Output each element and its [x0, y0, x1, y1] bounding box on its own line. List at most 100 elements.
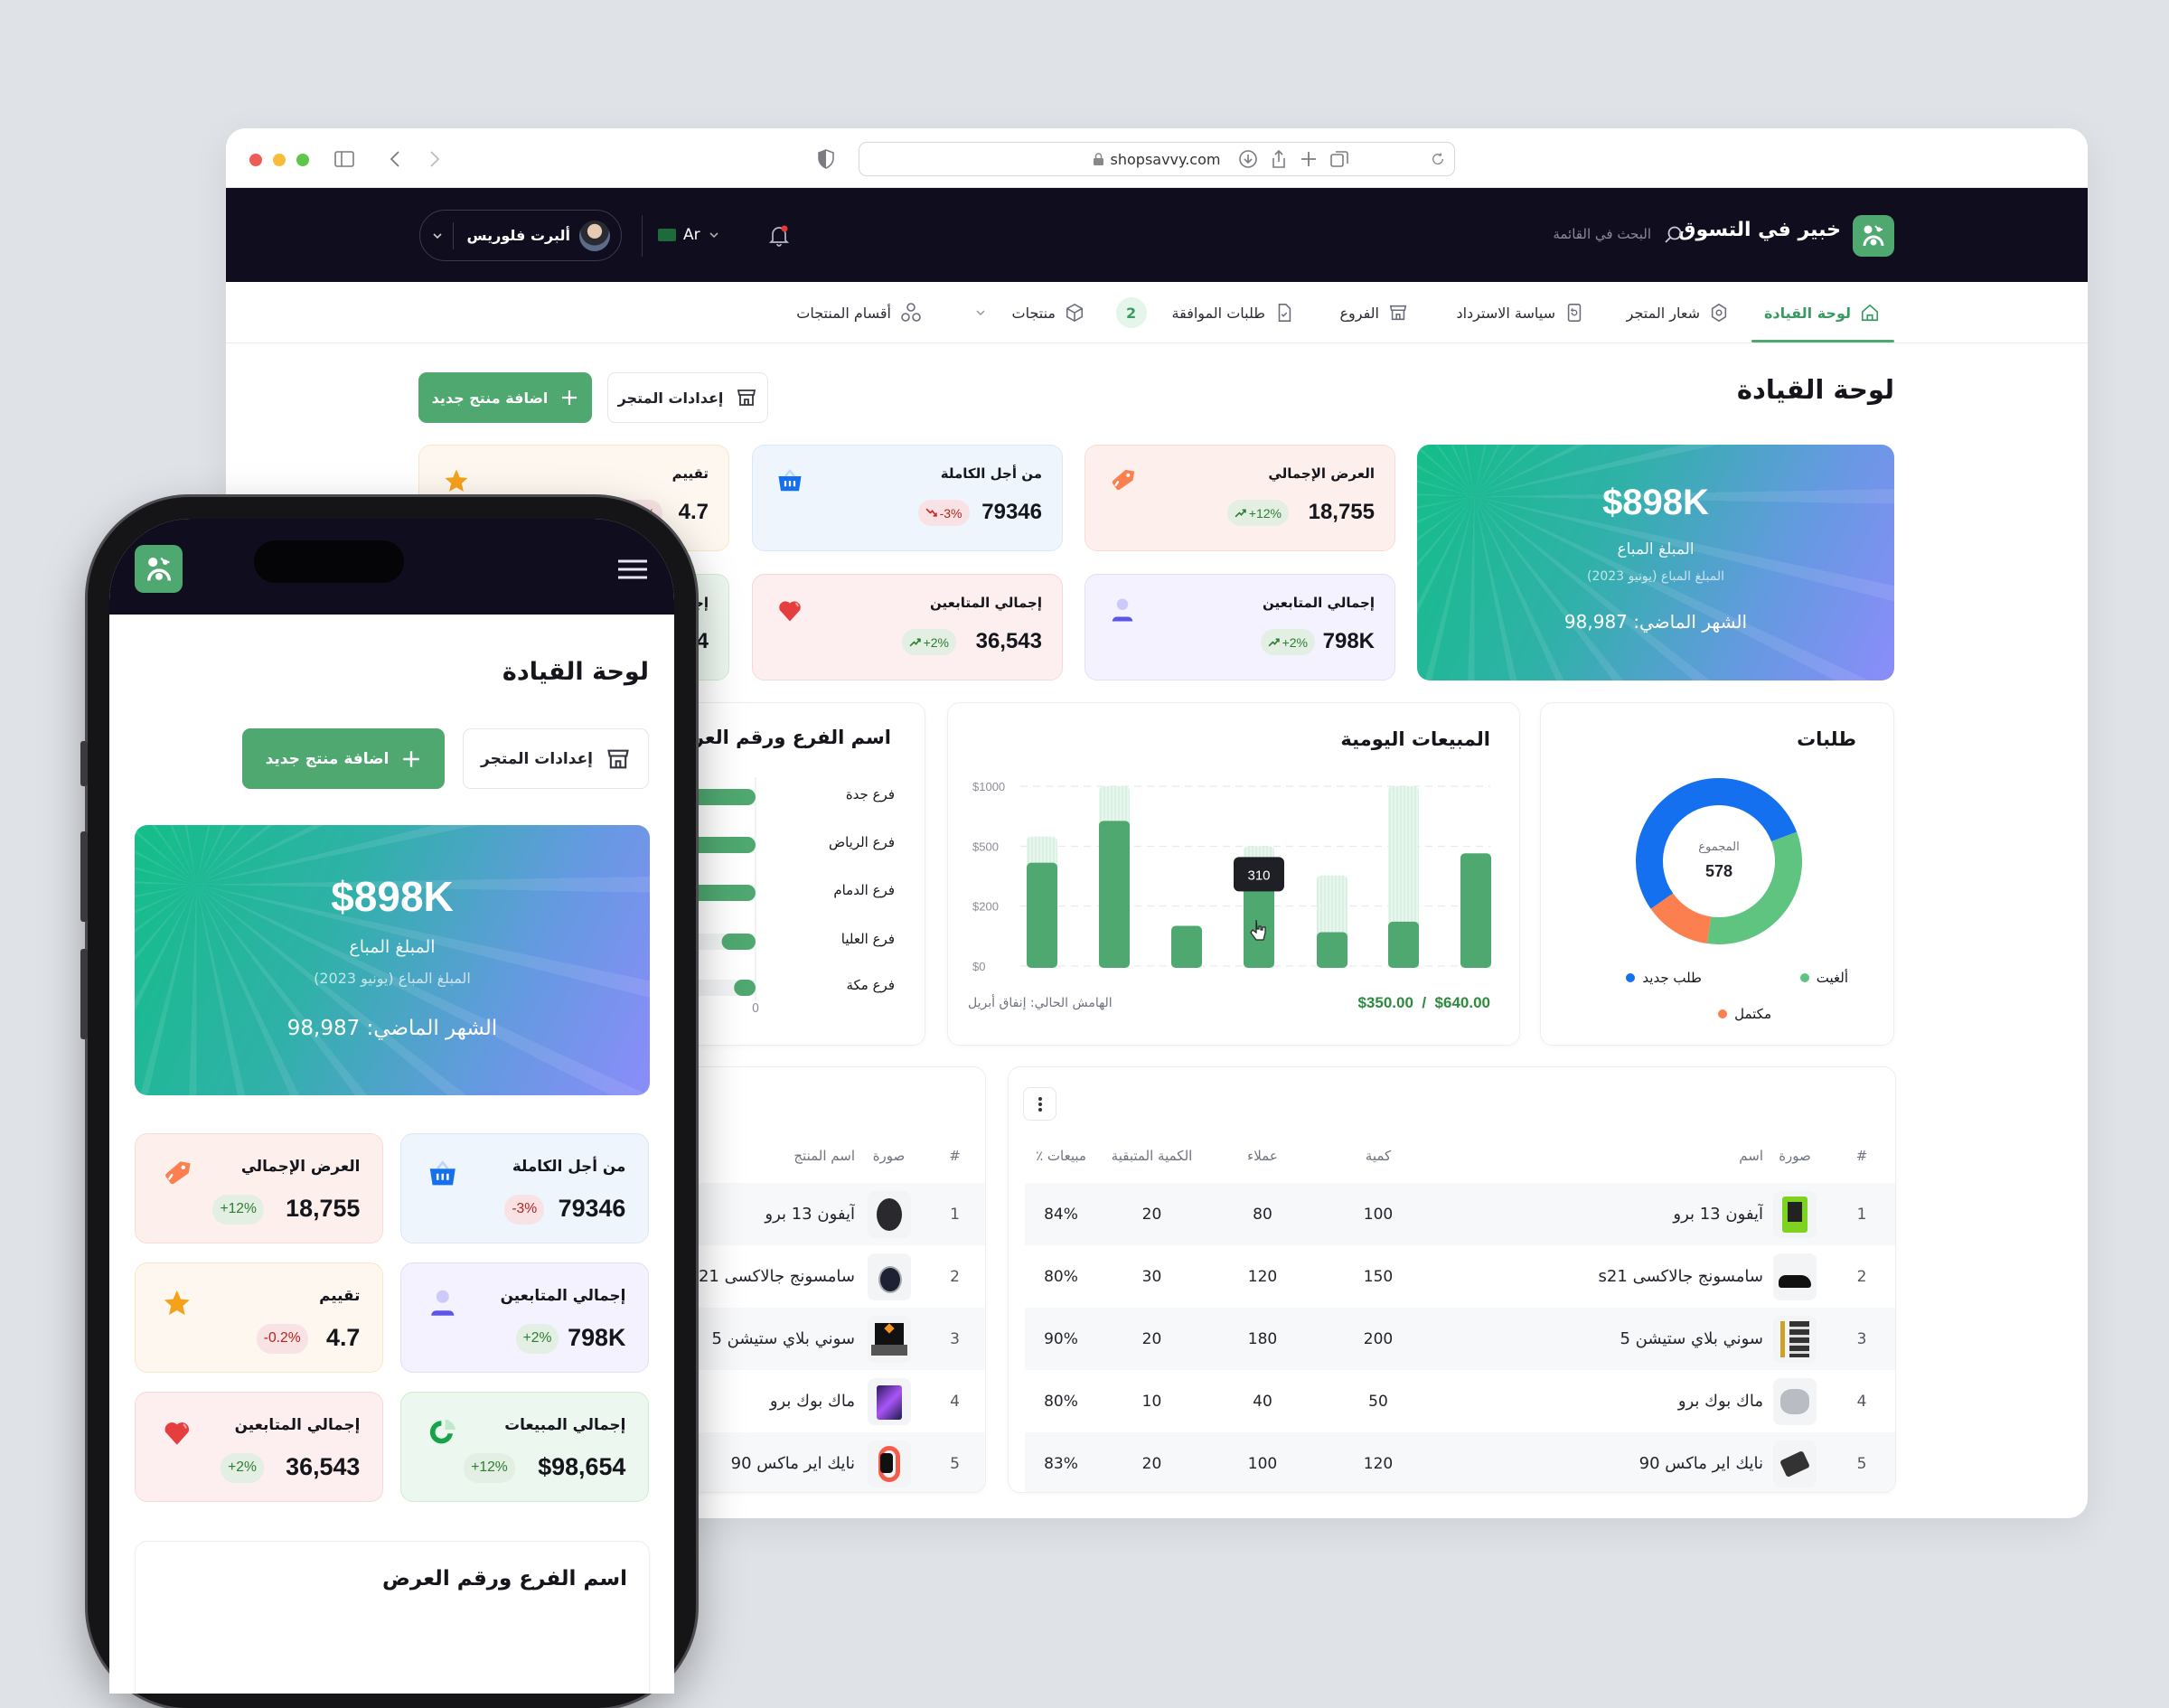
stat-card[interactable]: العرض الإجمالي 18,755 +12% — [135, 1133, 383, 1243]
stat-value: $98,654 — [538, 1453, 626, 1481]
tag-icon — [162, 1159, 192, 1189]
cell-thumb — [1763, 1183, 1826, 1245]
close-window-button[interactable] — [249, 154, 262, 166]
stat-label: العرض الإجمالي — [240, 1156, 361, 1175]
cell-n: 3 — [1826, 1308, 1895, 1370]
nav-tab-5[interactable]: طلبات الموافقة 2 — [1115, 282, 1294, 343]
table-row[interactable]: 2 سامسونج جالاكسى 21 — [419, 1245, 985, 1308]
search-input[interactable]: البحث في القائمة — [1553, 226, 1651, 242]
stat-card[interactable]: إجمالي المتابعين 798K +2% — [1084, 574, 1395, 680]
mobile-add-product-button[interactable]: اضافة منتج جديد — [242, 728, 445, 789]
cell-remaining: 20 — [1097, 1308, 1207, 1370]
orders-donut: المجموع 578 — [1636, 778, 1802, 944]
products-table-card: # صورة اسم كمية عملاء الكمية المتبقية مبيعات ٪… — [1008, 1066, 1896, 1493]
stat-value: 36,543 — [975, 629, 1042, 653]
table-row[interactable]: 3 سوني بلاي ستيشن 5 200 180 20 90% — [1025, 1308, 1895, 1370]
new-tab-icon[interactable] — [1298, 148, 1319, 170]
stat-card[interactable]: إجمالي المتابعين 798K +2% — [400, 1262, 649, 1373]
address-bar[interactable]: shopsavvy.com — [859, 142, 1455, 176]
table-row[interactable]: 4 ماك بوك برو 50 40 10 80% — [1025, 1370, 1895, 1432]
nav-tab-4[interactable]: الفروع — [1339, 282, 1408, 343]
product-image — [1773, 1440, 1817, 1487]
column-header: # — [1855, 1148, 1868, 1164]
sales-period: المبلغ المباع (يونيو 2023) — [314, 970, 471, 987]
product-image — [1773, 1190, 1817, 1238]
stat-label: إجمالي المتابعين — [930, 595, 1042, 611]
search-icon[interactable] — [1663, 224, 1685, 246]
bar-2 — [1099, 821, 1130, 968]
stat-card[interactable]: تقييم 4.7 -0.2% — [135, 1262, 383, 1373]
x-tick-label: 0 — [752, 1002, 759, 1016]
cell-name: سامسونج جالاكسى s21 — [1598, 1267, 1763, 1286]
store-settings-button[interactable]: إعدادات المتجر — [607, 372, 768, 423]
y-tick-label: $200 — [972, 900, 999, 914]
nav-tab-2[interactable]: شعار المتجر — [1627, 282, 1729, 343]
stat-card[interactable]: من أجل الكاملة 79346 -3% — [400, 1133, 649, 1243]
nav-tab-7[interactable]: أقسام المنتجات — [796, 282, 922, 343]
tooltip-box — [1234, 857, 1284, 892]
stat-card[interactable]: إجمالي المتابعين 36,543 +2% — [752, 574, 1063, 680]
cell-sales: 80% — [1044, 1267, 1078, 1286]
legend-label: مكتمل — [1734, 1006, 1771, 1022]
heart-icon — [776, 596, 803, 624]
more-options-button[interactable] — [1023, 1087, 1056, 1121]
heart-icon — [162, 1417, 192, 1448]
add-product-button[interactable]: اضافة منتج جديد — [418, 372, 592, 423]
trend-up-icon — [909, 636, 921, 648]
language-selector[interactable]: Ar — [658, 226, 720, 244]
table-row[interactable]: 5 نايك اير ماكس 90 120 100 20 83% — [1025, 1432, 1895, 1492]
user-menu[interactable]: ألبرت فلوريس — [419, 210, 622, 261]
table-row[interactable]: 2 سامسونج جالاكسى s21 150 120 30 80% — [1025, 1245, 1895, 1308]
share-icon[interactable] — [1268, 148, 1290, 170]
stat-change-badge: +2% — [515, 1324, 559, 1354]
stat-change-value: +12% — [471, 1459, 508, 1476]
stat-card[interactable]: من أجل الكاملة 79346 -3% — [752, 445, 1063, 551]
nav-tab-1[interactable]: لوحة القيادة — [1764, 282, 1880, 343]
store-settings-label: إعدادات المتجر — [617, 389, 724, 407]
table-row[interactable]: 1 آيفون 13 برو 100 80 20 84% — [1025, 1183, 1895, 1245]
minimize-window-button[interactable] — [273, 154, 286, 166]
table-row[interactable]: 4 ماك بوك برو — [419, 1370, 985, 1432]
nav-tab-3[interactable]: سياسة الاسترداد — [1456, 282, 1584, 343]
maximize-window-button[interactable] — [296, 154, 309, 166]
cell-thumb — [855, 1308, 923, 1370]
nav-tab-6[interactable]: منتجات — [974, 282, 1085, 343]
reload-icon[interactable] — [1431, 152, 1445, 166]
phone-screen: لوحة القيادة إعدادات المتجر اضافة منتج ج… — [109, 519, 674, 1694]
stat-change-value: -3% — [939, 505, 962, 521]
download-icon[interactable] — [1237, 148, 1259, 170]
tabs-overview-icon[interactable] — [1329, 148, 1350, 170]
cell-sales: 83% — [1025, 1432, 1097, 1492]
column-header: صورة — [872, 1148, 906, 1164]
back-icon[interactable] — [385, 148, 407, 170]
legend-label: ألغيت — [1816, 970, 1848, 986]
donut-slice-3 — [1650, 893, 1712, 944]
forward-icon[interactable] — [423, 148, 445, 170]
hamburger-menu-icon[interactable] — [616, 559, 649, 579]
cell-qty: 100 — [1319, 1183, 1438, 1245]
main-nav: لوحة القيادة شعار المتجر سياسة الاسترداد ال… — [226, 282, 2088, 343]
legend-item: طلب جديد — [1626, 970, 1702, 986]
stat-card[interactable]: العرض الإجمالي 18,755 +12% — [1084, 445, 1395, 551]
column-header: صورة — [1779, 1148, 1811, 1164]
notification-bell-icon[interactable] — [768, 224, 790, 248]
chevron-down-icon — [709, 232, 718, 239]
mobile-brand-logo[interactable] — [135, 545, 183, 593]
stat-card[interactable]: إجمالي المبيعات $98,654 +12% — [400, 1392, 649, 1502]
bar-7 — [1460, 853, 1491, 968]
last-month-value: الشهر الماضي: 98,987 — [1563, 611, 1748, 633]
mobile-store-settings-button[interactable]: إعدادات المتجر — [463, 728, 649, 789]
table-header-row: # صورة اسم كمية عملاء الكمية المتبقية مبيعات ٪ — [1025, 1129, 1895, 1183]
trend-down-icon — [925, 507, 937, 519]
sidebar-toggle-icon[interactable] — [333, 148, 355, 170]
pie-chart-icon — [427, 1417, 458, 1448]
stat-card[interactable]: إجمالي المتابعين 36,543 +2% — [135, 1392, 383, 1502]
cell-remaining: 30 — [1141, 1267, 1162, 1286]
privacy-shield-icon[interactable] — [815, 148, 837, 170]
brand-logo[interactable] — [1853, 215, 1894, 257]
add-product-label: اضافة منتج جديد — [431, 389, 549, 407]
logo-icon — [146, 557, 171, 581]
logo-icon — [1863, 225, 1884, 247]
product-image — [867, 1190, 911, 1238]
bar-1 — [1027, 862, 1057, 968]
